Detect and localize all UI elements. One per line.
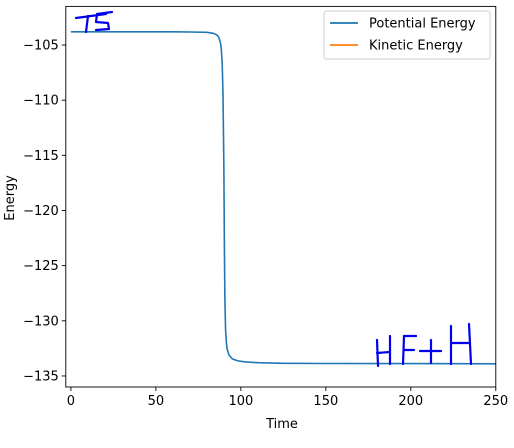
annotation-layer bbox=[74, 10, 473, 368]
x-tick-label: 150 bbox=[313, 394, 338, 409]
y-tick-label: −135 bbox=[23, 369, 59, 384]
legend-label: Potential Energy bbox=[369, 17, 476, 32]
pen-stroke bbox=[94, 10, 114, 32]
y-tick-label: −115 bbox=[23, 149, 59, 164]
y-tick-label: −130 bbox=[23, 314, 59, 329]
y-tick-label: −105 bbox=[23, 39, 59, 54]
x-tick-label: 100 bbox=[228, 394, 253, 409]
plot-layer bbox=[70, 30, 496, 365]
y-tick-label: −125 bbox=[23, 259, 59, 274]
legend-box bbox=[323, 10, 491, 60]
legend-label: Kinetic Energy bbox=[369, 39, 463, 54]
pen-stroke bbox=[84, 14, 90, 34]
axes-frame bbox=[65, 5, 497, 388]
pen-stroke bbox=[74, 12, 108, 20]
x-tick-label: 50 bbox=[148, 394, 165, 409]
x-axis-label: Time bbox=[265, 417, 298, 432]
x-tick-label: 0 bbox=[67, 394, 75, 409]
pen-stroke bbox=[467, 322, 473, 366]
y-axis-label: Energy bbox=[3, 175, 18, 221]
x-tick-label: 250 bbox=[483, 394, 508, 409]
pen-stroke bbox=[375, 350, 392, 355]
handwritten-annotation-hfh bbox=[375, 322, 473, 368]
axes-layer: Time Energy 0 50 100 150 200 250 −105 −110 −115 −… bbox=[3, 5, 508, 432]
handwritten-annotation-ts bbox=[74, 10, 114, 34]
y-tick-label: −120 bbox=[23, 204, 59, 219]
y-tick-label: −110 bbox=[23, 94, 59, 109]
x-tick-label: 200 bbox=[398, 394, 423, 409]
series-line-potential-energy bbox=[70, 30, 496, 365]
legend: Potential Energy Kinetic Energy bbox=[323, 10, 491, 60]
